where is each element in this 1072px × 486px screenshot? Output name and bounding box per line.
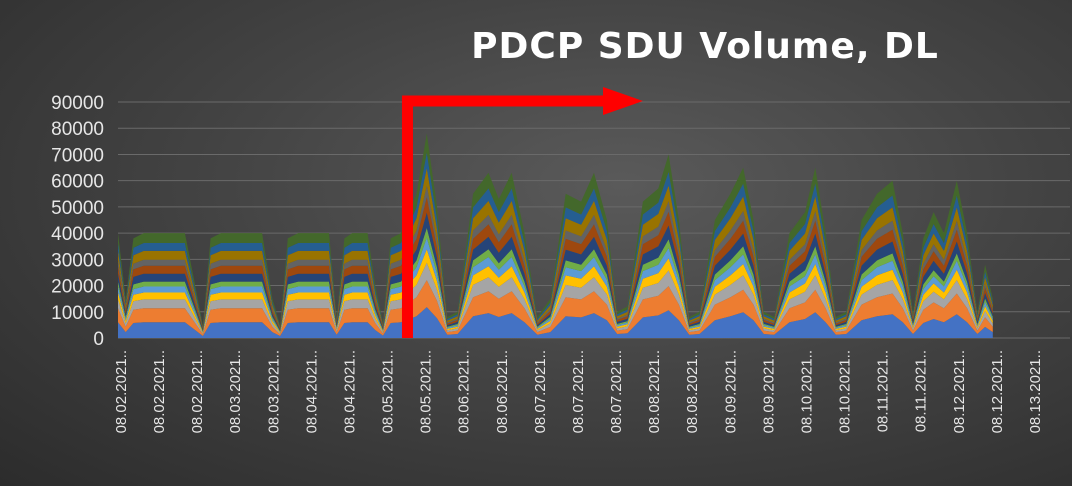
x-tick-label: 08.13.2021..	[1027, 350, 1044, 433]
x-tick-label: 08.02.2021..	[113, 350, 130, 433]
y-tick-label: 10000	[51, 303, 104, 324]
x-tick-label: 08.03.2021..	[265, 350, 282, 433]
y-tick-label: 80000	[51, 119, 104, 140]
arrow-head	[603, 87, 643, 115]
x-axis-ticks: 08.02.2021.. 08.02.2021.. 08.02.2021.. 08.0…	[113, 350, 1044, 433]
series-area	[118, 280, 993, 336]
arrow-shaft	[401, 95, 606, 338]
x-tick-label: 08.04.2021..	[342, 350, 359, 433]
y-tick-label: 50000	[51, 198, 104, 219]
red-arrow-annotation	[401, 87, 643, 338]
x-tick-label: 08.05.2021..	[380, 350, 397, 433]
x-tick-label: 08.12.2021..	[951, 350, 968, 433]
x-tick-label: 08.11.2021..	[913, 350, 930, 432]
y-tick-label: 60000	[51, 172, 104, 193]
x-tick-label: 08.02.2021..	[151, 350, 168, 433]
stacked-areas	[118, 133, 993, 338]
x-tick-label: 08.08.2021..	[684, 350, 701, 433]
x-tick-label: 08.03.2021..	[227, 350, 244, 433]
x-tick-label: 08.04.2021..	[303, 350, 320, 433]
y-tick-label: 40000	[51, 224, 104, 245]
y-tick-label: 20000	[51, 277, 104, 298]
x-tick-label: 08.10.2021..	[798, 350, 815, 433]
y-tick-label: 0	[93, 329, 104, 350]
y-tick-label: 90000	[51, 93, 104, 114]
chart-title: PDCP SDU Volume, DL	[471, 26, 939, 67]
x-tick-label: 08.09.2021..	[760, 350, 777, 433]
x-tick-label: 08.02.2021..	[189, 350, 206, 433]
x-tick-label: 08.12.2021..	[989, 350, 1006, 433]
x-tick-label: 08.10.2021..	[837, 350, 854, 433]
x-tick-label: 08.06.2021..	[494, 350, 511, 433]
x-tick-label: 08.08.2021..	[646, 350, 663, 433]
y-axis-ticks: 0 10000 20000 30000 40000 50000 60000 70000 8000…	[51, 93, 104, 350]
y-tick-label: 70000	[51, 145, 104, 166]
x-tick-label: 08.11.2021..	[875, 350, 892, 432]
x-tick-label: 08.07.2021..	[570, 350, 587, 433]
series-area	[118, 307, 993, 338]
x-tick-label: 08.06.2021..	[456, 350, 473, 433]
x-tick-label: 08.07.2021..	[608, 350, 625, 433]
x-tick-label: 08.07.2021..	[532, 350, 549, 433]
y-tick-label: 30000	[51, 250, 104, 271]
x-tick-label: 08.09.2021..	[722, 350, 739, 433]
x-tick-label: 08.05.2021..	[418, 350, 435, 433]
